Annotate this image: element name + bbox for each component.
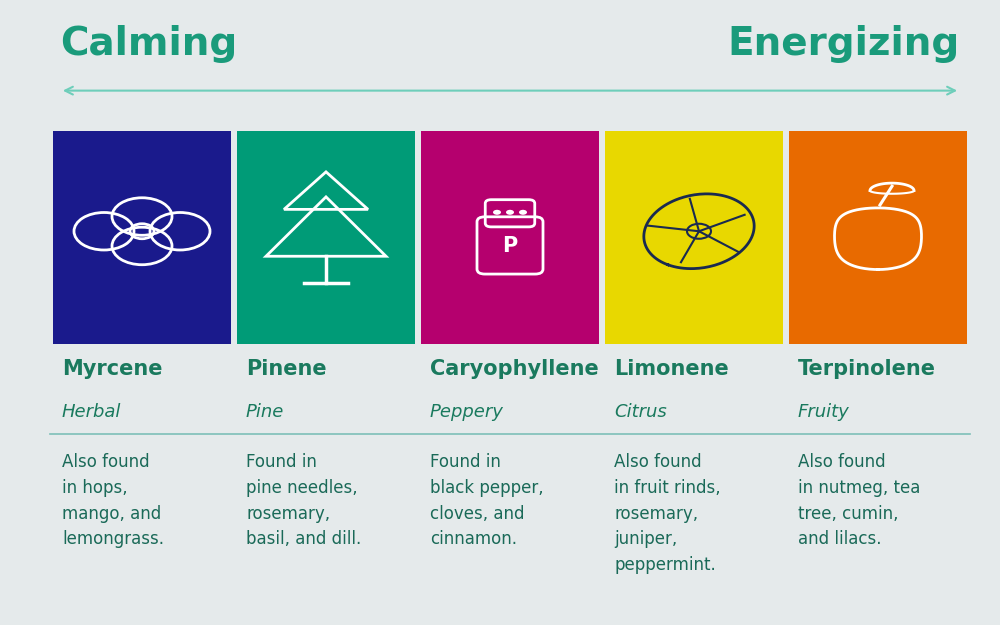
Text: Also found
in fruit rinds,
rosemary,
juniper,
peppermint.: Also found in fruit rinds, rosemary, jun… <box>614 453 721 574</box>
Text: Limonene: Limonene <box>614 359 729 379</box>
Text: Calming: Calming <box>60 25 237 63</box>
Text: Peppery: Peppery <box>430 403 504 421</box>
Bar <box>237 131 415 344</box>
Text: Also found
in hops,
mango, and
lemongrass.: Also found in hops, mango, and lemongras… <box>62 453 164 548</box>
Text: Pinene: Pinene <box>246 359 327 379</box>
Text: Energizing: Energizing <box>728 25 960 63</box>
Text: Myrcene: Myrcene <box>62 359 162 379</box>
Text: Found in
black pepper,
cloves, and
cinnamon.: Found in black pepper, cloves, and cinna… <box>430 453 544 548</box>
Bar <box>421 131 599 344</box>
Text: Herbal: Herbal <box>62 403 121 421</box>
Circle shape <box>493 210 501 215</box>
Text: Fruity: Fruity <box>798 403 850 421</box>
Bar <box>605 131 783 344</box>
Text: Found in
pine needles,
rosemary,
basil, and dill.: Found in pine needles, rosemary, basil, … <box>246 453 361 548</box>
Bar <box>53 131 231 344</box>
Text: Terpinolene: Terpinolene <box>798 359 936 379</box>
Text: Caryophyllene: Caryophyllene <box>430 359 599 379</box>
Bar <box>789 131 967 344</box>
Circle shape <box>519 210 527 215</box>
Circle shape <box>506 210 514 215</box>
Text: Pine: Pine <box>246 403 284 421</box>
Text: P: P <box>502 236 518 256</box>
Text: Also found
in nutmeg, tea
tree, cumin,
and lilacs.: Also found in nutmeg, tea tree, cumin, a… <box>798 453 920 548</box>
Text: Citrus: Citrus <box>614 403 667 421</box>
